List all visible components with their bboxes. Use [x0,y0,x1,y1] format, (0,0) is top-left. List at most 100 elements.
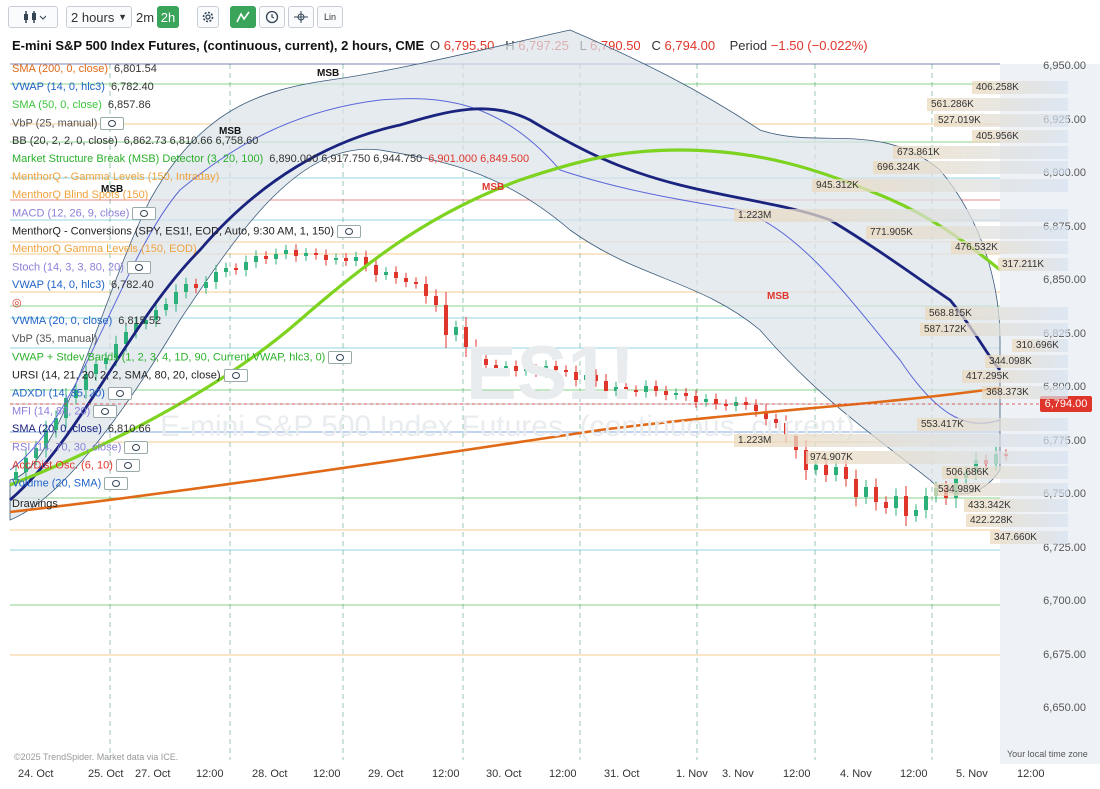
candle-body [374,265,378,275]
interval-dropdown[interactable]: 2 hours ▼ [66,6,132,28]
indicator-label: VWAP (14, 0, hlc3) [12,81,105,93]
indicator-label: Acc/Dist Osc. (6, 10) [12,459,113,472]
candle-body [704,399,708,402]
low-value: 6,790.50 [590,38,641,53]
indicator-9[interactable]: MenthorQ - Conversions (SPY, ES1!, EOD, … [12,225,362,238]
period-key: Period [729,38,768,53]
time-tick-label: 12:00 [549,768,577,780]
indicator-6[interactable]: MenthorQ - Gamma Levels (150, Intraday) [12,171,219,184]
indicator-19[interactable]: MFI (14, 80, 20) [12,405,118,418]
indicator-value: 6,862.73 6,810.66 6,758.60 [123,135,259,147]
crosshair-icon[interactable] [288,6,314,28]
indicator-value: 6,801.54 [114,63,157,75]
indicator-1[interactable]: VWAP (14, 0, hlc3) 6,782.40 [12,81,154,94]
candle-body [444,305,448,335]
volume-profile-bar: 527.019K [934,114,1068,127]
indicator-12[interactable]: VWAP (14, 0, hlc3) 6,782.40 [12,279,154,292]
volume-profile-bar: 417.295K [962,370,1068,383]
volume-profile-bar: 568.815K [925,307,1068,320]
indicator-label: ADXDI (14, 35, 20) [12,387,105,400]
drawing-mode-icon[interactable] [230,6,256,28]
msb-label: MSB [101,184,124,195]
msb-label: MSB [767,291,790,302]
candle-body [404,278,408,282]
interval-2h-button[interactable]: 2h [157,6,179,28]
indicator-21[interactable]: RSI (14, 70, 30, close) [12,441,149,454]
interval-2m-button[interactable]: 2m [135,9,155,25]
eye-icon[interactable] [104,477,129,490]
eye-icon[interactable] [126,261,151,274]
price-tick-label: 6,725.00 [1043,541,1086,554]
eye-icon[interactable] [107,387,132,400]
time-tick-label: 1. Nov [676,768,708,780]
indicator-value-2: 6,901.000 6,849.500 [428,153,530,165]
indicator-3[interactable]: VbP (25, manual) [12,117,125,130]
volume-profile-bar: 476.532K [951,241,1068,254]
candle-body [854,479,858,497]
eye-icon[interactable] [124,441,149,454]
indicator-13[interactable]: ◎ [12,297,22,310]
settings-icon[interactable] [197,6,219,28]
indicator-8[interactable]: MACD (12, 26, 9, close) [12,207,157,220]
indicator-10[interactable]: MenthorQ Gamma Levels (150, EOD) [12,243,197,256]
clock-icon[interactable] [259,6,285,28]
eye-icon[interactable] [132,207,157,220]
indicator-label: MenthorQ - Gamma Levels (150, Intraday) [12,171,220,183]
indicator-value: 6,890.000 6,917.750 6,944.750 [269,153,423,165]
indicator-label: SMA (200, 0, close) [12,63,108,75]
volume-profile-bar: 1.223M [734,434,1068,447]
candle-body [384,272,388,275]
msb-label: MSB [219,126,242,137]
indicator-14[interactable]: VWMA (20, 0, close) 6,815.52 [12,315,161,328]
candle-body [714,399,718,404]
indicator-18[interactable]: ADXDI (14, 35, 20) [12,387,132,400]
indicator-value: 6,782.40 [110,279,154,291]
eye-icon[interactable] [328,351,353,364]
time-tick-label: 12:00 [1017,768,1045,780]
eye-icon[interactable] [100,117,125,130]
candle-body [674,393,678,395]
indicator-7[interactable]: MenthorQ Blind Spots (150) [12,189,148,202]
low-key: L [579,38,587,53]
indicator-label: VbP (25, manual) [12,117,98,130]
candle-body [194,284,198,288]
toolbar: 2 hours ▼ 2m 2h Lin [0,0,1100,34]
indicator-2[interactable]: SMA (50, 0, close) 6,857.86 [12,99,151,112]
indicator-15[interactable]: VbP (35, manual) [12,333,97,346]
time-tick-label: 27. Oct [135,768,171,780]
volume-profile-bar: 406.258K [972,81,1068,94]
volume-profile-bar: 405.956K [972,130,1068,143]
eye-icon[interactable] [115,459,140,472]
indicator-label: MenthorQ Blind Spots (150) [12,189,149,201]
indicator-24[interactable]: Drawings [12,498,58,511]
candle-body [244,262,248,270]
chart-type-icon[interactable] [8,6,58,28]
indicator-label: VWAP + Stdev Bands (1, 2, 3, 4, 1D, 90, … [12,351,326,364]
indicator-label: MenthorQ - Conversions (SPY, ES1!, EOD, … [12,225,335,238]
indicator-0[interactable]: SMA (200, 0, close) 6,801.54 [12,63,157,76]
eye-icon[interactable] [93,405,118,418]
candle-body [394,272,398,278]
indicator-17[interactable]: URSI (14, 21, 20, 2, 2, SMA, 80, 20, clo… [12,369,248,382]
indicator-16[interactable]: VWAP + Stdev Bands (1, 2, 3, 4, 1D, 90, … [12,351,353,364]
indicator-11[interactable]: Stoch (14, 3, 3, 80, 20) [12,261,151,274]
timezone-label[interactable]: Your local time zone [1007,749,1088,759]
volume-profile-bar: 1.223M [734,209,1068,222]
indicator-23[interactable]: Volume (20, SMA) [12,477,129,490]
indicator-5[interactable]: Market Structure Break (MSB) Detector (3… [12,153,529,166]
indicator-20[interactable]: SMA (20, 0, close) 6,810.66 [12,423,151,436]
log-scale-icon[interactable]: Lin [317,6,343,28]
indicator-4[interactable]: BB (20, 2, 2, 0, close) 6,862.73 6,810.66… [12,135,258,148]
indicator-label: SMA (50, 0, close) [12,99,102,111]
indicator-22[interactable]: Acc/Dist Osc. (6, 10) [12,459,140,472]
candle-body [434,296,438,305]
eye-icon[interactable] [337,225,362,238]
volume-profile-bar: 347.660K [990,531,1068,544]
eye-icon[interactable] [223,369,248,382]
msb-label: MSB [482,182,505,193]
current-price-badge: 6,794.00 [1040,396,1092,412]
price-tick-label: 6,850.00 [1043,274,1086,286]
volume-profile-bar: 945.312K [812,179,1068,192]
price-tick-label: 6,700.00 [1043,595,1086,607]
high-key: H [505,38,515,53]
